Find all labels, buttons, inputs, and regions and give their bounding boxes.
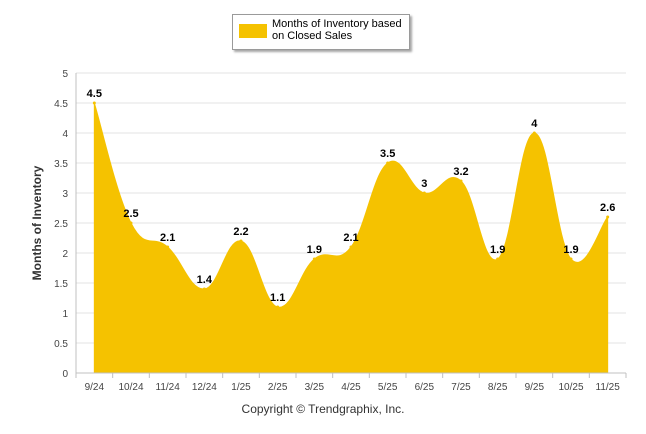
data-point [92,101,96,105]
x-tick-label: 9/24 [85,382,105,393]
x-tick-label: 11/25 [596,382,621,393]
data-label: 1.9 [490,244,505,256]
y-tick-label: 1 [62,309,68,320]
x-tick-label: 10/24 [118,382,143,393]
data-point [276,305,280,309]
y-tick-label: 5 [62,69,68,80]
x-tick-label: 3/25 [305,382,325,393]
data-label: 1.1 [270,292,285,304]
y-tick-label: 0 [62,369,68,380]
data-label: 2.1 [343,232,358,244]
x-tick-label: 2/25 [268,382,288,393]
data-point [349,245,353,249]
data-label: 2.2 [233,226,248,238]
data-label: 3 [421,178,427,190]
data-point [239,239,243,243]
data-label: 2.5 [123,208,138,220]
legend-line-2: on Closed Sales [272,30,353,42]
data-label: 1.9 [307,244,322,256]
data-point [496,257,500,261]
x-tick-label: 4/25 [341,382,361,393]
legend[interactable]: Months of Inventory based on Closed Sale… [232,14,410,50]
x-tick-label: 7/25 [451,382,471,393]
x-tick-label: 10/25 [558,382,583,393]
x-tick-label: 6/25 [415,382,435,393]
data-point [606,215,610,219]
x-tick-label: 9/25 [525,382,545,393]
data-label: 1.4 [197,274,213,286]
x-tick-label: 1/25 [231,382,251,393]
y-axis-label: Months of Inventory [30,165,44,281]
y-tick-label: 0.5 [54,339,68,350]
data-point [129,221,133,225]
data-point [312,257,316,261]
y-tick-label: 2.5 [54,219,68,230]
x-tick-label: 5/25 [378,382,398,393]
y-tick-label: 3 [62,189,68,200]
data-label: 1.9 [563,244,578,256]
data-point [532,131,536,135]
data-point [202,287,206,291]
y-tick-label: 1.5 [54,279,68,290]
data-point [459,179,463,183]
data-point [422,191,426,195]
y-tick-label: 3.5 [54,159,68,170]
data-point [166,245,170,249]
y-tick-label: 4 [62,129,68,140]
copyright-text: Copyright © Trendgraphix, Inc. [241,402,405,416]
x-tick-label: 12/24 [192,382,217,393]
y-tick-label: 2 [62,249,68,260]
data-label: 4 [531,118,538,130]
legend-line-1: Months of Inventory based [272,18,402,30]
legend-swatch [239,24,267,38]
data-point [569,257,573,261]
data-label: 4.5 [87,88,102,100]
data-label: 2.6 [600,202,615,214]
data-label: 2.1 [160,232,175,244]
data-label: 3.2 [453,166,468,178]
x-tick-label: 8/25 [488,382,508,393]
legend-label: Months of Inventory based on Closed Sale… [272,18,407,42]
y-tick-label: 4.5 [54,99,68,110]
x-tick-label: 11/24 [156,382,181,393]
data-label: 3.5 [380,148,395,160]
data-point [386,161,390,165]
